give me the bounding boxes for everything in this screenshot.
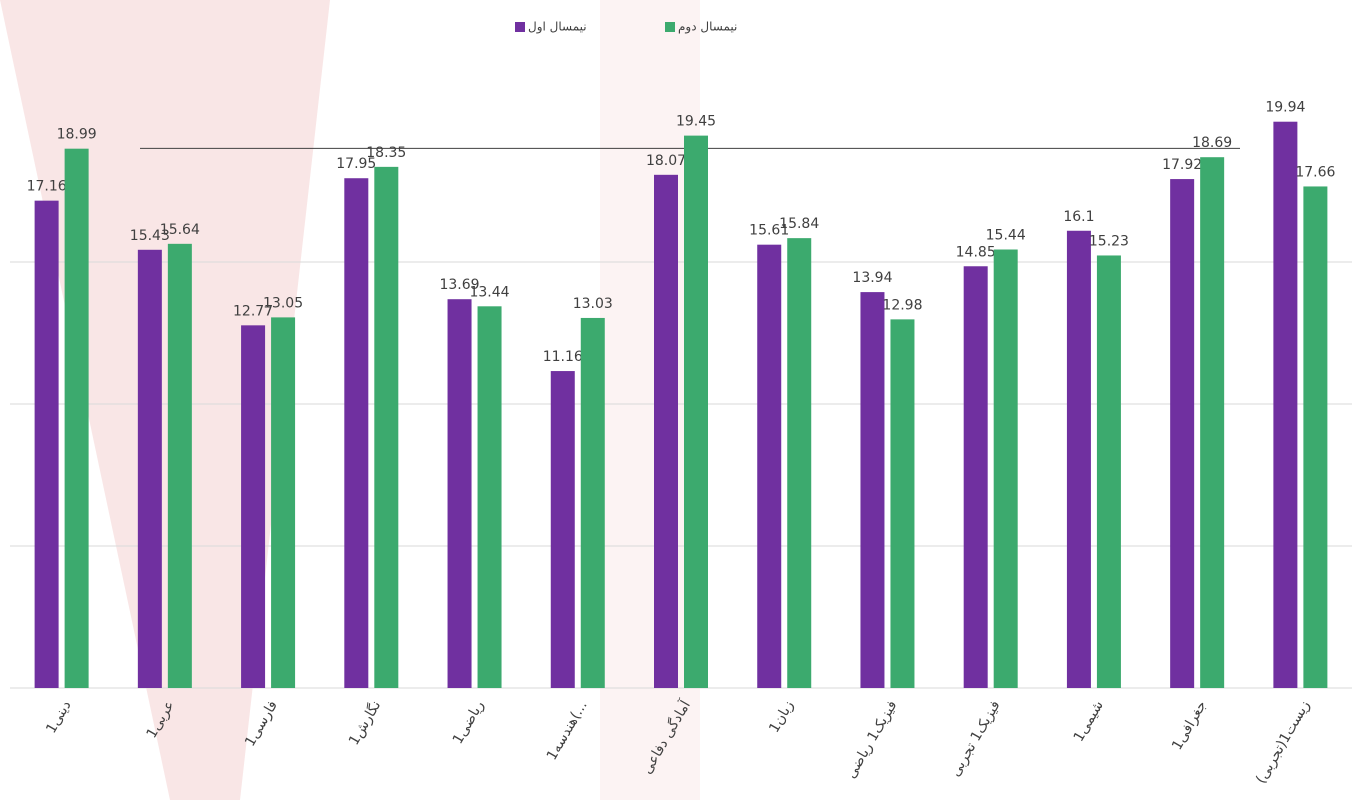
data-label: 18.07 bbox=[646, 153, 686, 169]
bar bbox=[35, 201, 59, 688]
data-label: 17.92 bbox=[1162, 157, 1202, 173]
bar bbox=[654, 175, 678, 688]
bar bbox=[1097, 255, 1121, 688]
data-label: 14.85 bbox=[956, 244, 996, 260]
data-label: 13.03 bbox=[573, 296, 613, 312]
chart: نیمسال اولنیمسال دوم دینی117.1618.99عربی… bbox=[0, 0, 1352, 800]
bar bbox=[241, 325, 265, 688]
bar bbox=[787, 238, 811, 688]
data-label: 18.35 bbox=[366, 145, 406, 161]
bar bbox=[138, 250, 162, 688]
legend-swatch bbox=[665, 22, 675, 32]
bar bbox=[478, 306, 502, 688]
bar bbox=[860, 292, 884, 688]
bar bbox=[684, 136, 708, 688]
x-tick-label: زیست1(تجربی) bbox=[1253, 698, 1313, 787]
data-label: 19.45 bbox=[676, 114, 716, 130]
data-label: 15.44 bbox=[986, 228, 1026, 244]
bar bbox=[1170, 179, 1194, 688]
data-label: 12.98 bbox=[882, 297, 922, 313]
bar bbox=[1303, 186, 1327, 688]
x-tick-label: جغرافی1 bbox=[1169, 698, 1210, 753]
bar bbox=[271, 317, 295, 688]
x-tick-label: فیزیک1 تجربی bbox=[947, 698, 1003, 779]
bar bbox=[1067, 231, 1091, 688]
bar bbox=[551, 371, 575, 688]
data-label: 15.84 bbox=[779, 216, 819, 232]
x-tick-label: فیزیک1 ریاضی bbox=[843, 698, 900, 781]
legend-label: نیمسال اول bbox=[528, 20, 587, 35]
data-label: 13.05 bbox=[263, 295, 303, 311]
x-tick-label: هندسه1(... bbox=[544, 698, 591, 763]
x-tick-label: شیمی1 bbox=[1071, 698, 1107, 745]
data-label: 15.64 bbox=[160, 222, 200, 238]
data-label: 17.66 bbox=[1295, 164, 1335, 180]
bar bbox=[890, 319, 914, 688]
bar bbox=[964, 266, 988, 688]
data-label: 15.23 bbox=[1089, 233, 1129, 249]
bar bbox=[448, 299, 472, 688]
bar bbox=[581, 318, 605, 688]
bar bbox=[374, 167, 398, 688]
data-label: 17.16 bbox=[27, 179, 67, 195]
x-tick-label: ریاضی1 bbox=[450, 698, 488, 747]
bar bbox=[168, 244, 192, 688]
bar bbox=[344, 178, 368, 688]
bar bbox=[757, 245, 781, 688]
data-label: 18.69 bbox=[1192, 135, 1232, 151]
bar bbox=[994, 250, 1018, 688]
bar bbox=[65, 149, 89, 688]
data-label: 19.94 bbox=[1265, 100, 1305, 116]
x-tick-label: دینی1 bbox=[43, 698, 74, 736]
x-tick-label: نگارش1 bbox=[345, 698, 384, 749]
data-label: 13.94 bbox=[852, 270, 892, 286]
bar bbox=[1273, 122, 1297, 688]
data-label: 11.16 bbox=[543, 349, 583, 365]
legend-label: نیمسال دوم bbox=[678, 20, 737, 35]
data-label: 13.44 bbox=[469, 284, 509, 300]
data-label: 16.1 bbox=[1063, 209, 1094, 225]
data-label: 18.99 bbox=[57, 127, 97, 143]
x-tick-label: زبان1 bbox=[766, 698, 797, 736]
bar bbox=[1200, 157, 1224, 688]
legend-swatch bbox=[515, 22, 525, 32]
